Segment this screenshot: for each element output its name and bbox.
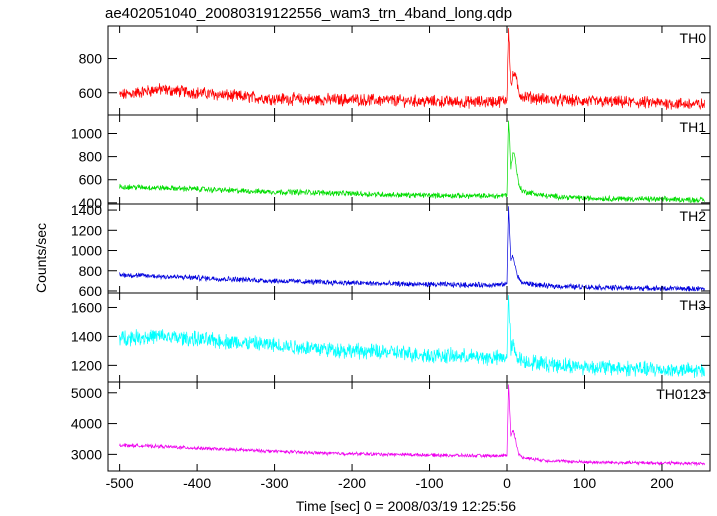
y-tick-label: 1600 [71,299,102,315]
panel-label: TH0 [680,30,707,46]
x-tick-label: -100 [416,475,444,491]
y-tick-label: 800 [79,149,103,165]
panel-th1: 400 600 800 1000 TH1 [71,114,711,211]
y-tick-label: 1400 [71,328,102,344]
y-tick-label: 800 [79,51,103,67]
series-line-th0123 [119,384,705,467]
panel-th3: 1200 1400 1600 TH3 [71,292,711,383]
series-line-th1 [119,120,705,204]
x-tick-label: 0 [503,475,511,491]
y-tick-label: 3000 [71,446,102,462]
x-axis-label: Time [sec] 0 = 2008/03/19 12:25:56 [296,498,516,514]
y-axis-label: Counts/sec [33,223,49,293]
x-tick-label: -400 [183,475,211,491]
y-tick-label: 5000 [71,385,102,401]
panel-th0123: 3000 4000 5000 TH0123 [71,381,711,472]
y-tick-label: 1200 [71,357,102,373]
series-line-th2 [119,206,705,292]
y-tick-label: 600 [79,85,103,101]
x-tick-label: -200 [338,475,366,491]
panel-frame [107,203,711,294]
y-tick-label: 800 [79,263,103,279]
y-tick-label: 1200 [71,222,102,238]
y-tick-label: 400 [79,195,103,211]
y-tick-label: 4000 [71,416,102,432]
panel-th0: 600 800 TH0 [79,25,711,116]
x-tick-label: 200 [650,475,674,491]
x-tick-label: 100 [573,475,597,491]
y-tick-label: 600 [79,283,103,299]
panel-th2: 600 800 1000 1200 1400 TH2 [71,202,711,299]
y-tick-label: 1000 [71,243,102,259]
series-line-th3 [119,295,705,379]
series-line-th0 [119,28,705,111]
y-tick-label: 1000 [71,125,102,141]
panel-frame [107,381,711,472]
x-tick-label: -300 [261,475,289,491]
panel-label: TH1 [680,119,707,135]
panel-label: TH0123 [656,386,706,402]
chart-title: ae402051040_20080319122556_wam3_trn_4ban… [105,5,512,22]
y-tick-label: 1400 [71,202,102,218]
panel-frame [107,114,711,205]
x-axis: -500 -400 -300 -200 -100 0 100 200 [106,475,674,491]
panel-label: TH3 [680,297,707,313]
panel-label: TH2 [680,208,707,224]
x-tick-label: -500 [106,475,134,491]
y-tick-label: 600 [79,172,103,188]
